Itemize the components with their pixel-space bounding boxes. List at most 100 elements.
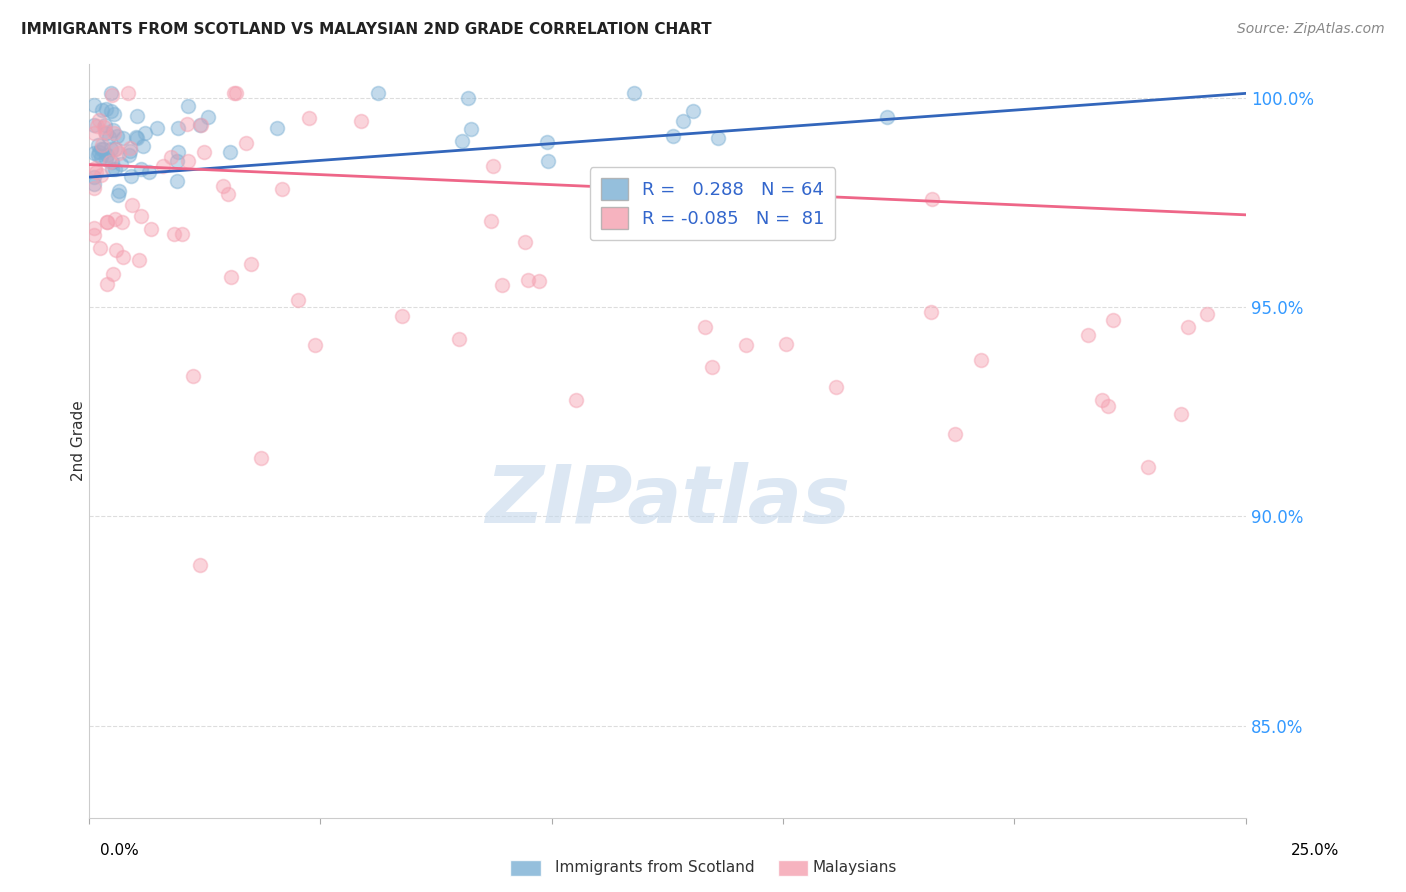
Point	[735, 337, 758, 351]
Point	[96, 277, 118, 292]
Point	[1097, 399, 1119, 413]
Point	[86, 148, 108, 162]
Point	[93, 120, 115, 134]
Point	[83, 170, 105, 185]
Point	[104, 162, 127, 177]
Point	[920, 304, 942, 318]
Point	[287, 293, 309, 308]
Point	[87, 137, 110, 152]
Point	[235, 136, 257, 151]
Point	[188, 118, 211, 132]
Point	[775, 337, 797, 351]
Point	[111, 215, 134, 229]
Point	[565, 393, 588, 408]
Point	[107, 187, 129, 202]
Point	[1102, 312, 1125, 326]
Point	[271, 182, 294, 196]
Point	[536, 135, 558, 149]
Point	[100, 142, 122, 156]
Point	[120, 144, 142, 158]
Point	[700, 360, 723, 375]
Point	[87, 145, 110, 160]
Point	[218, 187, 240, 202]
Point	[94, 119, 117, 133]
Point	[197, 110, 219, 124]
Point	[239, 257, 262, 271]
Point	[513, 235, 536, 250]
Point	[96, 147, 118, 161]
Point	[83, 221, 105, 235]
Point	[83, 98, 105, 112]
Point	[110, 156, 132, 170]
Point	[177, 99, 200, 113]
Point	[163, 227, 186, 241]
Point	[482, 159, 505, 173]
Point	[100, 103, 122, 118]
Point	[138, 165, 160, 179]
Point	[212, 178, 235, 193]
Point	[83, 118, 105, 132]
Point	[970, 353, 993, 368]
Point	[517, 273, 540, 287]
Point	[100, 87, 122, 101]
Point	[188, 558, 211, 572]
Point	[491, 278, 513, 293]
Text: 0.0%: 0.0%	[100, 843, 139, 858]
Point	[921, 192, 943, 206]
Point	[103, 268, 125, 282]
Text: 25.0%: 25.0%	[1291, 843, 1339, 858]
Point	[104, 211, 127, 226]
Point	[190, 119, 212, 133]
Point	[176, 117, 198, 131]
Y-axis label: 2nd Grade: 2nd Grade	[72, 401, 86, 482]
Point	[943, 426, 966, 441]
Text: Source: ZipAtlas.com: Source: ZipAtlas.com	[1237, 22, 1385, 37]
Point	[219, 270, 242, 285]
Point	[693, 319, 716, 334]
Point	[449, 332, 471, 346]
Point	[91, 137, 114, 152]
Point	[167, 120, 190, 135]
Point	[134, 126, 156, 140]
Point	[101, 154, 124, 169]
Point	[152, 159, 174, 173]
Point	[98, 155, 121, 169]
Point	[112, 250, 135, 264]
Point	[112, 131, 135, 145]
Point	[125, 109, 148, 123]
Point	[391, 309, 413, 323]
Point	[84, 164, 107, 178]
Point	[1077, 328, 1099, 343]
Point	[450, 134, 472, 148]
Point	[105, 129, 128, 144]
Point	[166, 153, 188, 168]
Point	[103, 107, 125, 121]
Point	[83, 181, 105, 195]
Point	[83, 228, 105, 243]
Point	[527, 274, 550, 288]
Text: ZIPatlas: ZIPatlas	[485, 462, 851, 541]
Point	[367, 87, 389, 101]
Point	[97, 130, 120, 145]
Point	[479, 214, 502, 228]
Point	[103, 126, 125, 140]
Point	[120, 169, 142, 184]
Point	[96, 152, 118, 166]
Text: Immigrants from Scotland: Immigrants from Scotland	[555, 860, 755, 874]
Point	[350, 113, 373, 128]
Point	[181, 369, 204, 384]
Point	[89, 241, 111, 255]
Point	[96, 215, 118, 229]
Point	[160, 150, 183, 164]
Point	[166, 174, 188, 188]
Point	[93, 125, 115, 139]
Point	[672, 113, 695, 128]
Point	[100, 88, 122, 103]
Point	[224, 87, 246, 101]
Point	[131, 210, 153, 224]
Point	[125, 131, 148, 145]
Point	[1170, 407, 1192, 421]
Point	[121, 198, 143, 212]
Point	[219, 145, 242, 159]
Point	[128, 252, 150, 267]
